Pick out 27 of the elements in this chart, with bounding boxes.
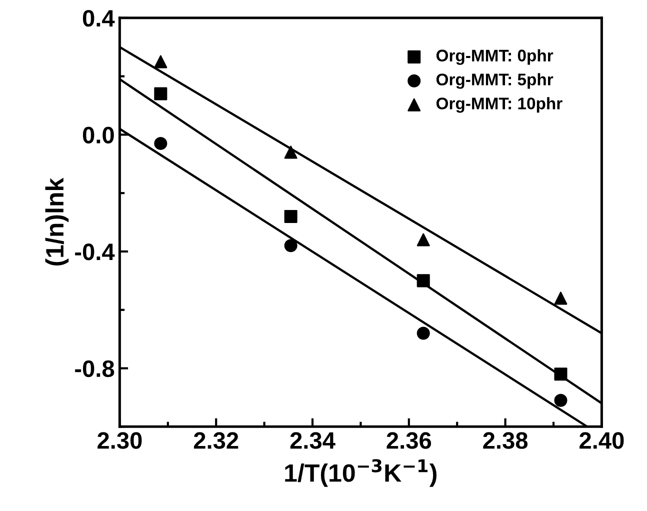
point bbox=[284, 239, 298, 252]
x-tick-label: 2.38 bbox=[483, 432, 528, 449]
point bbox=[154, 136, 168, 150]
x-tick-label: 2.34 bbox=[290, 432, 336, 449]
legend-label: Org-MMT: 10phr bbox=[436, 97, 562, 113]
y-tick-label: 0.0 bbox=[82, 126, 114, 144]
point bbox=[554, 292, 568, 305]
point bbox=[284, 210, 298, 223]
point bbox=[284, 146, 298, 159]
y-tick-label: 0.4 bbox=[82, 10, 115, 27]
legend-label: Org-MMT: 5phr bbox=[436, 73, 554, 89]
x-tick-label: 2.36 bbox=[386, 432, 432, 449]
x-tick-label: 2.40 bbox=[580, 432, 624, 449]
point bbox=[416, 326, 430, 340]
point bbox=[154, 55, 168, 68]
y-tick-label: -0.4 bbox=[75, 244, 115, 260]
x-tick-label: 2.32 bbox=[194, 432, 238, 449]
y-axis-title: (1/n)lnk bbox=[45, 178, 69, 266]
point bbox=[554, 394, 568, 407]
point bbox=[416, 274, 430, 288]
x-tick-label: 2.30 bbox=[98, 432, 142, 449]
x-axis-title: 1/T(10$^{−3}$K$^{−1}$) bbox=[285, 459, 436, 487]
legend-label: Org-MMT: 0phr bbox=[436, 49, 554, 65]
point bbox=[154, 87, 168, 100]
y-tick-label: -0.8 bbox=[75, 360, 114, 378]
point bbox=[416, 233, 430, 246]
point bbox=[554, 368, 568, 381]
